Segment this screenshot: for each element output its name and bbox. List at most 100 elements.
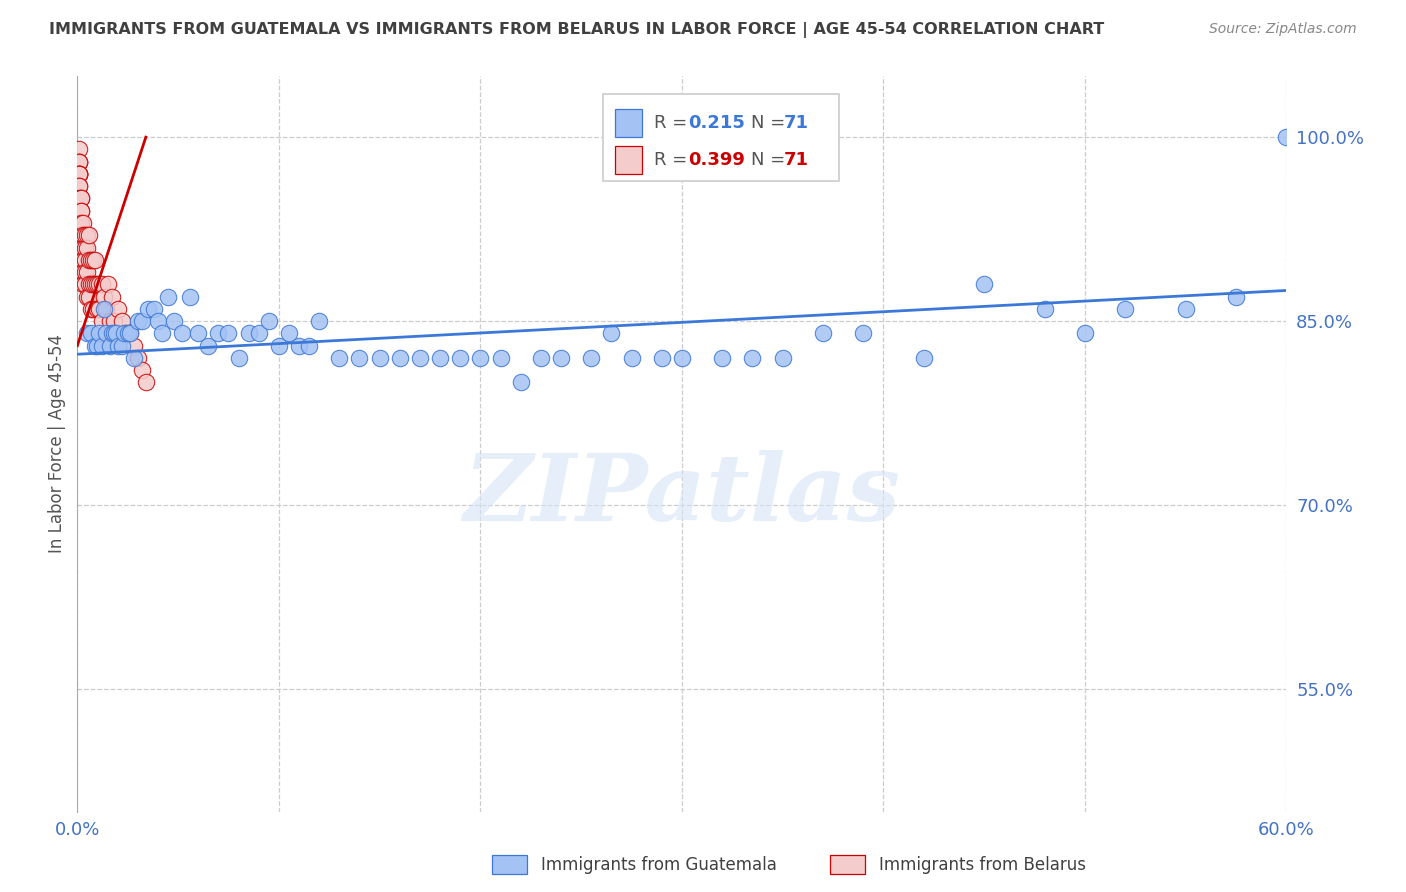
Point	[127, 314, 149, 328]
Point	[228, 351, 250, 365]
Point	[79, 228, 101, 243]
Point	[70, 216, 93, 230]
Point	[98, 339, 121, 353]
Point	[1225, 289, 1247, 303]
Point	[489, 351, 512, 365]
Point	[581, 351, 603, 365]
Point	[84, 339, 107, 353]
Point	[80, 252, 103, 267]
Point	[70, 241, 93, 255]
Point	[75, 228, 97, 243]
Text: Source: ZipAtlas.com: Source: ZipAtlas.com	[1209, 22, 1357, 37]
Point	[157, 289, 180, 303]
Point	[308, 314, 330, 328]
Text: R =: R =	[654, 151, 693, 169]
Point	[1114, 301, 1136, 316]
Point	[70, 192, 93, 206]
Point	[82, 301, 104, 316]
Point	[550, 351, 572, 365]
Point	[67, 154, 90, 169]
Point	[1275, 130, 1298, 145]
Point	[72, 216, 94, 230]
Point	[70, 228, 93, 243]
Point	[72, 252, 94, 267]
Point	[76, 241, 98, 255]
Point	[75, 241, 97, 255]
Point	[72, 228, 94, 243]
Point	[107, 339, 129, 353]
Point	[75, 265, 97, 279]
Point	[84, 277, 107, 292]
Point	[67, 179, 90, 194]
Point	[100, 326, 122, 341]
Text: 0.399: 0.399	[688, 151, 745, 169]
Point	[70, 265, 93, 279]
Point	[76, 265, 98, 279]
Point	[90, 314, 112, 328]
Point	[163, 314, 186, 328]
Point	[449, 351, 471, 365]
Text: R =: R =	[654, 114, 693, 132]
Point	[67, 167, 90, 181]
Point	[72, 241, 94, 255]
Point	[76, 326, 98, 341]
Point	[104, 326, 127, 341]
Point	[79, 277, 101, 292]
Point	[86, 339, 108, 353]
Point	[79, 252, 101, 267]
Point	[131, 314, 153, 328]
Point	[257, 314, 280, 328]
Point	[103, 314, 125, 328]
Point	[811, 326, 834, 341]
Point	[122, 339, 145, 353]
Point	[76, 289, 98, 303]
Point	[368, 351, 391, 365]
Point	[80, 277, 103, 292]
Text: IMMIGRANTS FROM GUATEMALA VS IMMIGRANTS FROM BELARUS IN LABOR FORCE | AGE 45-54 : IMMIGRANTS FROM GUATEMALA VS IMMIGRANTS …	[49, 22, 1105, 38]
FancyBboxPatch shape	[603, 95, 839, 181]
Point	[89, 326, 111, 341]
Point	[247, 326, 270, 341]
Point	[278, 326, 301, 341]
Point	[111, 314, 134, 328]
Point	[1033, 301, 1056, 316]
Text: 71: 71	[783, 151, 808, 169]
Point	[127, 351, 149, 365]
Point	[530, 351, 553, 365]
Point	[93, 289, 115, 303]
Text: Immigrants from Belarus: Immigrants from Belarus	[879, 856, 1085, 874]
Point	[86, 301, 108, 316]
Point	[72, 265, 94, 279]
Point	[114, 326, 136, 341]
Point	[67, 143, 90, 157]
Point	[852, 326, 875, 341]
Point	[600, 326, 623, 341]
Point	[67, 167, 90, 181]
Point	[218, 326, 240, 341]
Point	[67, 167, 90, 181]
Point	[772, 351, 794, 365]
Point	[267, 339, 290, 353]
Point	[67, 192, 90, 206]
Point	[94, 326, 117, 341]
Point	[142, 301, 165, 316]
FancyBboxPatch shape	[616, 109, 643, 136]
Point	[135, 376, 157, 390]
Point	[75, 277, 97, 292]
Point	[131, 363, 153, 377]
Point	[80, 301, 103, 316]
Point	[711, 351, 734, 365]
Point	[197, 339, 219, 353]
Point	[298, 339, 321, 353]
Point	[67, 167, 90, 181]
Point	[94, 301, 117, 316]
Point	[67, 167, 90, 181]
Point	[117, 326, 139, 341]
Point	[89, 277, 111, 292]
Point	[179, 289, 201, 303]
Point	[72, 277, 94, 292]
Point	[973, 277, 995, 292]
FancyBboxPatch shape	[616, 145, 643, 174]
Point	[90, 277, 112, 292]
Point	[82, 252, 104, 267]
